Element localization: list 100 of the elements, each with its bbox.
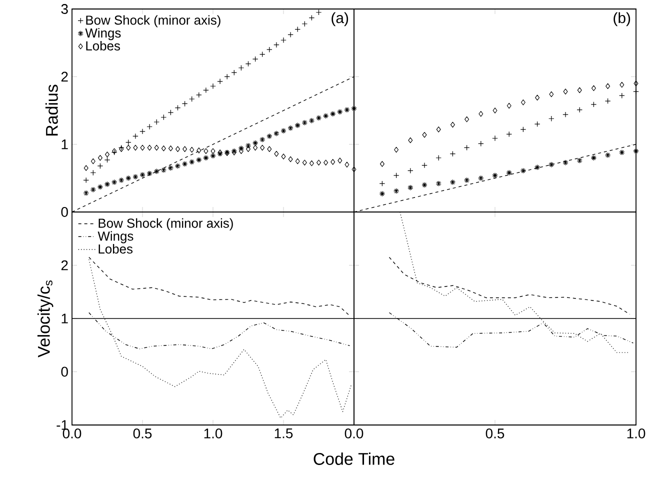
point <box>246 146 250 152</box>
point <box>394 146 399 153</box>
point <box>492 172 498 178</box>
point <box>140 144 145 151</box>
x-tick-label: 0.5 <box>486 428 504 438</box>
point <box>506 102 512 109</box>
point <box>245 142 252 149</box>
point <box>563 88 568 94</box>
point <box>280 128 286 134</box>
point <box>126 175 132 182</box>
point <box>619 150 625 156</box>
point <box>90 158 96 164</box>
point <box>203 154 209 161</box>
point <box>90 186 96 193</box>
point <box>577 87 582 94</box>
point <box>204 148 208 154</box>
legend-label: Lobes <box>98 244 133 254</box>
point <box>436 126 441 132</box>
point <box>520 168 526 174</box>
point <box>154 168 160 174</box>
point <box>190 146 194 153</box>
point <box>146 170 152 176</box>
legend-label: Wings <box>98 231 134 244</box>
point <box>161 146 166 152</box>
point <box>196 148 202 154</box>
point <box>174 163 181 169</box>
point <box>450 122 455 128</box>
point <box>379 190 385 197</box>
point <box>634 80 638 86</box>
annotation: (a) <box>332 12 348 26</box>
point <box>478 175 484 182</box>
point <box>549 91 554 98</box>
x-tick-label: 1.0 <box>204 428 222 438</box>
point <box>104 181 110 188</box>
point <box>97 184 103 190</box>
point <box>422 132 427 138</box>
y-tick-label: 3 <box>61 4 68 14</box>
point <box>302 120 308 126</box>
point <box>605 152 611 158</box>
point <box>323 113 329 119</box>
point <box>408 184 414 191</box>
point <box>492 108 498 114</box>
point <box>112 179 118 186</box>
point <box>84 165 88 171</box>
x-tick-label: 1.5 <box>274 428 293 438</box>
point <box>308 118 314 124</box>
point <box>309 160 314 166</box>
point <box>154 144 159 151</box>
point <box>274 130 280 136</box>
legend-label: Bow Shock (minor axis) <box>86 15 220 28</box>
point <box>422 182 428 188</box>
y-tick-label: 1 <box>62 314 68 324</box>
point <box>295 158 300 164</box>
point <box>464 177 470 184</box>
point <box>408 137 413 144</box>
point <box>196 157 202 163</box>
x-tick-label: 0.0 <box>344 428 364 438</box>
point <box>394 188 400 194</box>
point <box>133 144 138 151</box>
x-tick-label: 0.0 <box>62 428 82 438</box>
legend-label: Wings <box>85 28 121 40</box>
point <box>210 148 216 154</box>
point <box>147 144 152 151</box>
point <box>160 167 166 173</box>
point <box>380 161 384 167</box>
point <box>344 162 350 168</box>
x-tick-label: 0.5 <box>133 428 152 438</box>
annotation: (b) <box>614 12 630 26</box>
point <box>288 156 293 162</box>
point <box>189 159 195 165</box>
point <box>535 94 540 101</box>
point <box>316 115 322 121</box>
y-axis-title: Velocity/c$_{s}$ <box>37 280 54 358</box>
point <box>294 122 300 128</box>
y-tick-label: 2 <box>61 72 68 82</box>
point <box>520 99 526 106</box>
point <box>534 164 540 170</box>
point <box>633 148 639 154</box>
point <box>506 170 512 176</box>
point <box>562 160 568 166</box>
x-tick-label: 1.0 <box>627 428 646 438</box>
point <box>330 159 336 165</box>
point <box>330 110 336 117</box>
x-axis-title: Code Time <box>314 452 394 465</box>
point <box>302 160 307 166</box>
point <box>464 116 470 122</box>
point <box>266 133 272 140</box>
point <box>591 85 596 92</box>
point <box>105 152 110 158</box>
point <box>351 106 357 112</box>
y-tick-label: 2 <box>61 260 68 270</box>
point <box>590 154 596 161</box>
legend-label: Bow Shock (minor axis) <box>98 218 233 230</box>
point <box>288 125 294 131</box>
point <box>576 158 582 164</box>
point <box>267 146 272 152</box>
point <box>168 165 174 171</box>
point <box>274 150 279 157</box>
point <box>548 162 554 168</box>
point <box>324 160 328 166</box>
